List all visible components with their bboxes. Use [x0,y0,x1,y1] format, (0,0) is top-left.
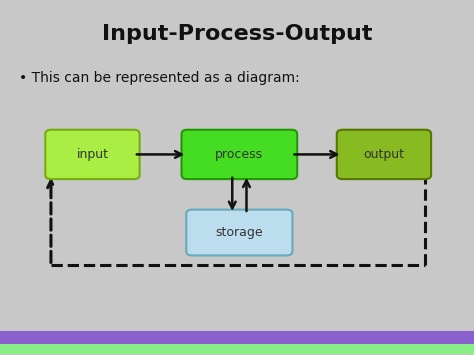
FancyBboxPatch shape [46,130,139,179]
Text: storage: storage [216,226,263,239]
Text: process: process [215,148,264,161]
FancyBboxPatch shape [186,209,292,256]
Text: Input-Process-Output: Input-Process-Output [102,24,372,44]
Text: input: input [76,148,109,161]
FancyBboxPatch shape [182,130,297,179]
FancyBboxPatch shape [337,130,431,179]
Text: • This can be represented as a diagram:: • This can be represented as a diagram: [19,71,300,85]
Text: output: output [364,148,404,161]
